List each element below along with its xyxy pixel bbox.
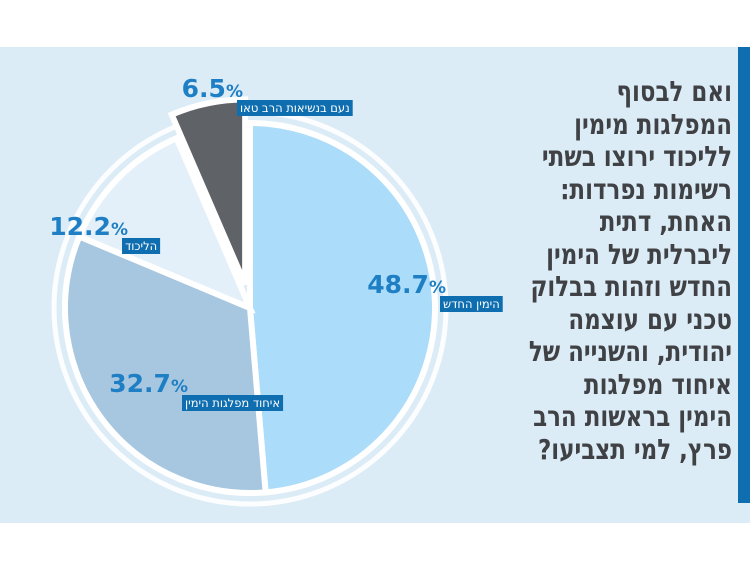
slice-percent-value: 6.5%: [182, 74, 243, 103]
question-text: ואם לבסוף המפלגות מימין לליכוד ירוצו בשת…: [528, 75, 732, 466]
pie-slice: [247, 119, 438, 496]
accent-bar: [738, 47, 750, 503]
slice-label: 6.5%נעם בנשיאות הרב טאו: [182, 74, 353, 116]
pie-slices: [62, 96, 438, 496]
slice-name: הימין החדש: [443, 297, 500, 311]
slice-name-background: [237, 100, 353, 116]
slice-label: 32.7%איחוד מפלגות הימין: [109, 369, 284, 411]
pie-slice: [167, 96, 249, 286]
slice-name: נעם בנשיאות הרב טאו: [240, 101, 350, 115]
slice-label: 12.2%הליכוד: [49, 212, 161, 254]
pie-labels: 48.7%הימין החדש 32.7%איחוד מפלגות הימין 12…: [49, 74, 503, 411]
slice-name-background: [440, 296, 503, 312]
slice-label: 48.7%הימין החדש: [367, 270, 503, 312]
slice-name: הליכוד: [125, 239, 157, 253]
slice-percent-value: 12.2%: [49, 212, 128, 241]
slice-percent-value: 48.7%: [367, 270, 446, 299]
pie-slice: [75, 134, 256, 314]
slice-percent-value: 32.7%: [109, 369, 188, 398]
slice-name: איחוד מפלגות הימין: [185, 396, 280, 410]
slice-name-background: [122, 238, 161, 254]
pie-slice: [62, 232, 269, 496]
slice-name-background: [182, 395, 284, 411]
